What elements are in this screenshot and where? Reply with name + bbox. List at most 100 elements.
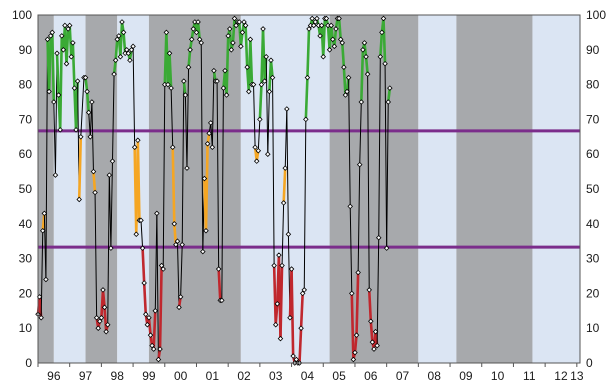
x-tick-label: 13 <box>570 369 584 383</box>
x-tick-label: 11 <box>523 369 536 383</box>
data-point <box>282 165 288 171</box>
data-point <box>355 269 361 276</box>
data-point <box>47 33 54 39</box>
data-point <box>82 74 89 81</box>
plot-frame <box>37 14 581 364</box>
data-point <box>128 47 135 53</box>
segment-transition <box>265 56 269 155</box>
data-point <box>306 26 312 32</box>
segment-transition <box>94 191 98 319</box>
data-point <box>90 168 97 175</box>
data-point <box>43 276 49 283</box>
data-point <box>106 172 113 178</box>
data-point <box>310 22 317 29</box>
x-tick-label: 99 <box>142 369 156 383</box>
data-point <box>347 203 353 210</box>
y-tick-label: 50 <box>19 182 33 196</box>
data-point <box>76 196 82 203</box>
segment-transition <box>384 63 388 249</box>
y-tick-label: 0 <box>25 356 32 370</box>
y-tick-label: 30 <box>19 252 33 266</box>
data-point <box>62 22 68 29</box>
segment-transition <box>253 84 256 148</box>
data-point <box>342 92 349 98</box>
data-point <box>230 40 236 46</box>
segment-transition <box>181 80 185 246</box>
y-tick-label: 80 <box>19 78 33 92</box>
x-tick-label: 12 <box>554 369 568 383</box>
data-point <box>287 314 293 321</box>
data-point <box>266 88 273 95</box>
data-point <box>98 314 105 321</box>
data-point <box>242 22 249 29</box>
data-point <box>123 47 130 53</box>
data-point <box>385 99 392 105</box>
data-point <box>127 57 133 64</box>
data-point <box>204 140 211 147</box>
segment-middle <box>282 166 287 205</box>
data-point <box>228 47 235 53</box>
segment-transition <box>80 77 85 138</box>
x-tick-label: 00 <box>174 369 188 383</box>
y-axis-left: 0 10 20 30 40 50 60 70 80 90 100 <box>12 8 32 370</box>
data-point <box>277 335 284 342</box>
segment-transition <box>221 87 224 301</box>
segment-high <box>47 34 52 93</box>
segment-high <box>333 27 338 48</box>
data-point <box>196 36 203 43</box>
segment-transition <box>45 38 49 280</box>
x-tick-label: 03 <box>269 369 283 383</box>
data-point <box>274 301 281 307</box>
x-tick-label: 06 <box>364 369 378 383</box>
data-point <box>220 85 227 91</box>
segment-high <box>168 51 173 90</box>
segment-high <box>306 27 311 79</box>
data-point <box>356 161 363 168</box>
data-point <box>93 314 100 321</box>
data-point <box>95 325 101 331</box>
x-tick-label: 98 <box>111 369 125 383</box>
data-point <box>380 15 387 22</box>
data-point <box>38 314 44 321</box>
data-point <box>46 88 52 95</box>
data-point <box>276 252 282 258</box>
data-point <box>222 67 228 74</box>
data-point <box>284 106 290 112</box>
data-point <box>241 19 247 25</box>
data-point <box>169 144 176 151</box>
segment-transition <box>156 212 159 361</box>
data-point <box>68 53 75 60</box>
data-point <box>87 134 94 140</box>
data-point <box>211 67 217 74</box>
data-point <box>181 78 187 84</box>
data-point <box>139 245 146 251</box>
data-point <box>73 127 79 133</box>
segment-transition <box>211 70 215 148</box>
y-tick-label: 60 <box>19 147 33 161</box>
segment-transition <box>110 160 113 249</box>
data-point <box>301 287 308 293</box>
data-point <box>184 165 190 171</box>
data-point <box>171 221 178 227</box>
data-point <box>236 19 243 25</box>
data-point <box>349 290 355 297</box>
segment-transition <box>349 205 353 294</box>
segment-low <box>217 267 222 302</box>
data-point <box>141 280 147 286</box>
segment-transition <box>286 108 289 235</box>
data-point <box>166 50 173 57</box>
data-point <box>360 47 366 53</box>
expansion-period <box>532 15 580 363</box>
data-point <box>364 71 371 77</box>
data-point <box>268 57 274 64</box>
data-point <box>74 78 81 84</box>
segment-low <box>353 333 358 354</box>
y-tick-label: 40 <box>19 217 33 231</box>
segment-high <box>187 48 192 69</box>
segment-transition <box>376 237 380 347</box>
segment-low <box>101 288 106 309</box>
data-point <box>341 64 347 70</box>
data-point <box>173 241 179 248</box>
data-point <box>92 189 98 196</box>
